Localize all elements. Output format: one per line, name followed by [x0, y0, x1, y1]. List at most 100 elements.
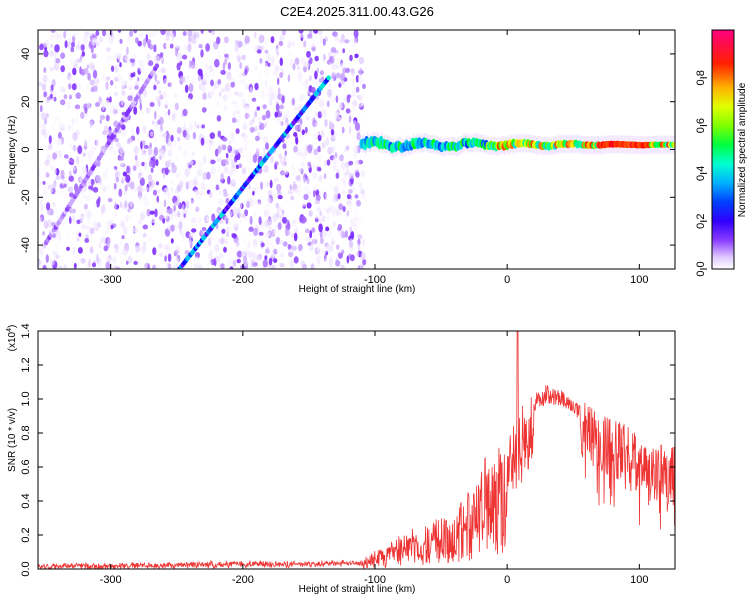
heatmap-cell: [287, 189, 293, 195]
heatmap-cell: [210, 159, 216, 165]
heatmap-cell: [139, 98, 142, 105]
heatmap-cell: [339, 154, 344, 162]
heatmap-cell: [195, 206, 200, 213]
heatmap-cell: [105, 47, 112, 52]
x-tick-label: -100: [364, 274, 386, 286]
heatmap-cell: [115, 266, 121, 269]
heatmap-cell: [80, 224, 86, 230]
heatmap-cell: [181, 216, 186, 224]
heatmap-cell: [89, 227, 95, 235]
heatmap-cell: [55, 208, 59, 214]
heatmap-cell: [53, 96, 57, 102]
heatmap-cell: [242, 238, 247, 244]
heatmap-cell: [200, 30, 204, 34]
heatmap-cell: [95, 30, 100, 36]
heatmap-cell: [229, 266, 234, 269]
heatmap-cell: [203, 100, 208, 106]
heatmap-cell: [174, 102, 179, 111]
x-tick-label: 0: [504, 574, 510, 586]
heatmap-cell: [330, 205, 335, 213]
heatmap-cell: [131, 127, 135, 137]
heatmap-cell: [170, 134, 174, 142]
heatmap-cell: [88, 258, 91, 268]
heatmap-cell: [232, 259, 237, 267]
heatmap-cell: [90, 178, 95, 186]
heatmap-cell: [53, 179, 57, 188]
heatmap-cell: [262, 104, 267, 110]
heatmap-cell: [227, 139, 233, 145]
heatmap-cell: [270, 91, 275, 101]
heatmap-cell: [220, 173, 224, 182]
heatmap-cell: [60, 52, 66, 59]
heatmap-cell: [229, 150, 235, 158]
heatmap-cell: [209, 64, 213, 73]
heatmap-cell: [50, 43, 53, 49]
x-tick-label: -200: [232, 574, 254, 586]
heatmap-cell: [150, 167, 154, 173]
heatmap-cell: [191, 77, 196, 84]
heatmap-cell: [303, 193, 309, 201]
heatmap-cell: [223, 104, 227, 112]
heatmap-cell: [340, 230, 345, 239]
heatmap-cell: [235, 128, 240, 135]
heatmap-cell: [307, 162, 312, 167]
heatmap-cell: [43, 91, 47, 98]
heatmap-cell: [120, 220, 125, 229]
heatmap-cell: [330, 71, 337, 78]
colorbar-label: Normalized spectral amplitude: [737, 82, 748, 217]
heatmap-cell: [326, 75, 331, 81]
heatmap-cell: [320, 56, 324, 64]
heatmap-cell: [264, 209, 268, 218]
heatmap-cell: [254, 111, 258, 118]
heatmap-cell: [291, 40, 296, 47]
heatmap-cell: [258, 70, 262, 79]
y-tick-label: 20: [20, 96, 32, 108]
heatmap-cell: [299, 95, 302, 102]
heatmap-cell: [43, 187, 48, 196]
heatmap-cell: [118, 188, 123, 197]
spectrogram-heatmap: [38, 30, 675, 269]
heatmap-cell: [293, 256, 299, 264]
heatmap-cell: [93, 202, 97, 208]
heatmap-cell: [164, 244, 170, 251]
heatmap-cell: [317, 30, 323, 35]
heatmap-cell: [120, 98, 124, 106]
heatmap-cell: [57, 265, 63, 269]
heatmap-cell: [322, 215, 326, 222]
heatmap-cell: [236, 258, 241, 264]
heatmap-cell: [279, 240, 284, 245]
heatmap-cell: [147, 174, 153, 181]
heatmap-cell: [216, 157, 222, 162]
heatmap-cell: [362, 108, 367, 116]
heatmap-cell: [342, 206, 346, 212]
heatmap-cell: [309, 75, 312, 82]
heatmap-cell: [91, 53, 97, 59]
heatmap-cell: [168, 80, 173, 90]
heatmap-cell: [105, 99, 111, 107]
heatmap-cell: [114, 85, 117, 90]
heatmap-cell: [177, 57, 181, 64]
heatmap-cell: [258, 216, 262, 226]
heatmap-cell: [268, 225, 272, 231]
heatmap-cell: [318, 77, 324, 84]
heatmap-cell: [145, 58, 150, 63]
heatmap-cell: [323, 34, 327, 40]
heatmap-cell: [279, 35, 285, 41]
heatmap-cell: [174, 224, 178, 231]
heatmap-cell: [141, 148, 145, 153]
heatmap-cell: [148, 181, 152, 187]
heatmap-cell: [225, 226, 231, 233]
heatmap-cell: [248, 184, 251, 190]
heatmap-cell: [251, 117, 255, 124]
heatmap-cell: [307, 33, 313, 39]
heatmap-cell: [289, 260, 295, 269]
heatmap-cell: [71, 83, 77, 91]
heatmap-cell: [251, 97, 257, 102]
heatmap-cell: [353, 145, 359, 154]
heatmap-cell: [114, 138, 119, 143]
heatmap-cell: [189, 263, 193, 268]
heatmap-cell: [167, 149, 173, 157]
heatmap-cell: [326, 100, 330, 108]
heatmap-cell: [45, 254, 49, 263]
heatmap-cell: [112, 52, 119, 60]
